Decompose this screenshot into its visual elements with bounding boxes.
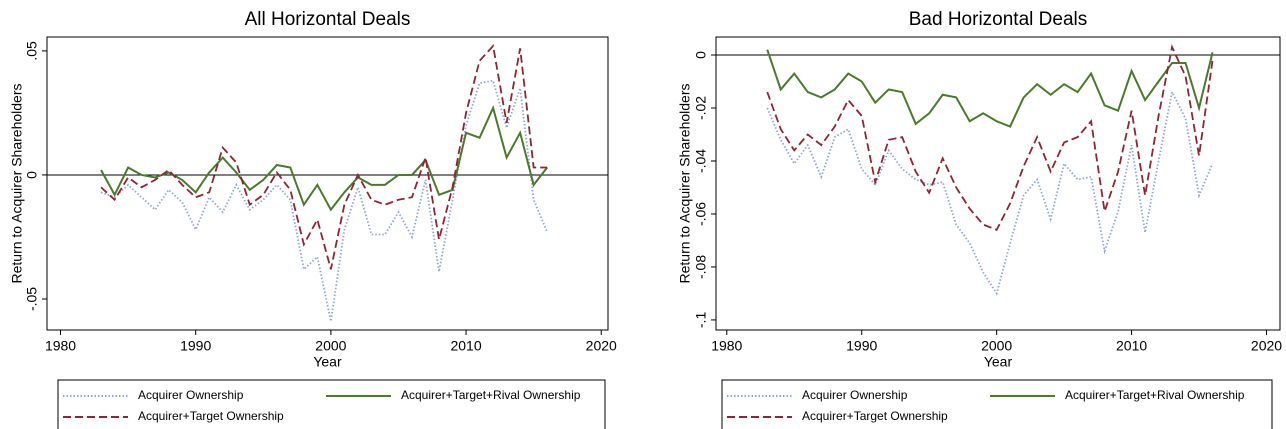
y-tick-label: -.04	[693, 149, 709, 173]
x-tick-label: 2010	[450, 338, 481, 354]
x-axis-label: Year	[313, 354, 342, 370]
legend-label: Acquirer+Target+Rival Ownership	[1065, 388, 1245, 402]
series-line	[766, 89, 1214, 296]
legend-box	[57, 379, 606, 429]
chart-title: All Horizontal Deals	[245, 9, 411, 30]
y-tick-label: -.02	[693, 96, 709, 120]
y-tick-label: -.08	[693, 255, 709, 279]
legend-label: Acquirer+Target Ownership	[138, 409, 284, 423]
x-tick-label: 1980	[45, 338, 76, 354]
x-tick-label: 2010	[1116, 338, 1147, 354]
legend-label: Acquirer Ownership	[138, 388, 244, 402]
series-line	[766, 49, 1214, 128]
x-tick-label: 2000	[315, 338, 346, 354]
legend-label: Acquirer+Target+Rival Ownership	[401, 388, 581, 402]
y-tick-label: -.1	[693, 312, 709, 329]
x-tick-label: 2000	[981, 338, 1012, 354]
y-tick-label: 0	[24, 171, 40, 179]
x-tick-label: 1990	[180, 338, 211, 354]
chart-title: Bad Horizontal Deals	[909, 9, 1087, 30]
plot-frame	[715, 36, 1281, 331]
y-tick-label: .05	[24, 41, 40, 61]
x-axis-label: Year	[984, 354, 1013, 370]
legend-label: Acquirer Ownership	[802, 388, 908, 402]
y-axis-label: Return to Acquirer Shareholders	[677, 84, 693, 284]
y-tick-label: 0	[693, 51, 709, 59]
y-tick-label: -.06	[693, 202, 709, 226]
x-tick-label: 1990	[846, 338, 877, 354]
y-tick-label: -.05	[24, 287, 40, 311]
series-line	[766, 44, 1214, 231]
y-axis-label: Return to Acquirer Shareholders	[9, 84, 25, 284]
series-line	[100, 43, 548, 270]
legend-box	[721, 379, 1273, 429]
plot-frame	[46, 36, 609, 331]
series-line	[100, 105, 548, 212]
x-tick-label: 1980	[711, 338, 742, 354]
x-tick-label: 2020	[586, 338, 617, 354]
series-line	[100, 79, 548, 322]
legend-label: Acquirer+Target Ownership	[802, 409, 948, 423]
x-tick-label: 2020	[1251, 338, 1282, 354]
